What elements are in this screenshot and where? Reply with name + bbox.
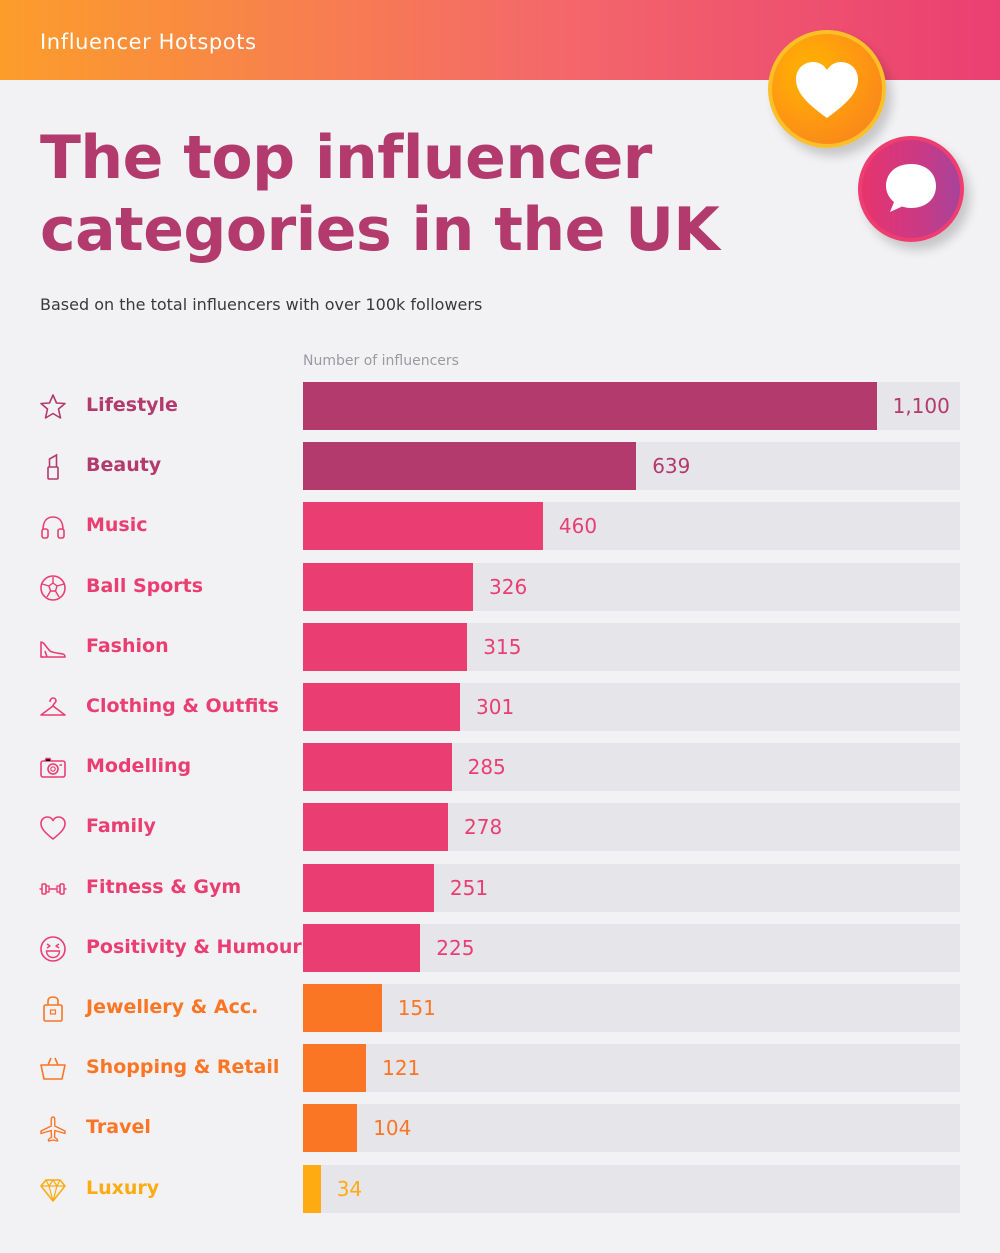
bar-row: Positivity & Humour 225 [0, 923, 1000, 972]
bar [303, 502, 543, 551]
bar-track: 251 [303, 863, 960, 912]
star-icon [38, 392, 68, 422]
bar-track: 225 [303, 923, 960, 972]
bar-row: Family 278 [0, 803, 1000, 852]
bar-track: 301 [303, 683, 960, 731]
camera-icon [38, 753, 68, 783]
dumbbell-icon [38, 874, 68, 904]
value-label: 151 [397, 996, 436, 1020]
bar-row: Clothing & Outfits 301 [0, 683, 1000, 731]
lipstick-icon [38, 452, 68, 482]
value-label: 1,100 [892, 394, 950, 418]
bar-track: 151 [303, 984, 960, 1032]
value-label: 301 [476, 695, 515, 719]
axis-label: Number of influencers [303, 353, 459, 369]
bar [303, 683, 460, 731]
bar-row: Music 460 [0, 502, 1000, 551]
value-label: 121 [382, 1056, 421, 1081]
high-heel-icon [38, 633, 68, 663]
category-label: Clothing & Outfits [86, 695, 279, 717]
value-label: 104 [373, 1116, 412, 1141]
bar-track: 1,100 [303, 382, 960, 430]
category-label: Fashion [86, 634, 169, 657]
category-label: Family [86, 815, 156, 838]
value-label: 460 [558, 514, 598, 539]
bar-row: Beauty 639 [0, 442, 1000, 491]
chat-badge [858, 136, 964, 242]
value-label: 225 [436, 935, 475, 960]
bar-row: Luxury 34 [0, 1164, 1000, 1213]
value-label: 285 [467, 755, 506, 780]
bar-row: Lifestyle 1,100 [0, 382, 1000, 430]
category-label: Fitness & Gym [86, 875, 242, 898]
category-label: Travel [86, 1116, 151, 1139]
football-icon [38, 573, 68, 603]
bar [303, 622, 468, 671]
heart-icon [796, 62, 858, 118]
value-label: 326 [489, 574, 528, 599]
bar-row: Ball Sports 326 [0, 562, 1000, 611]
bar-row: Fashion 315 [0, 622, 1000, 671]
bar [303, 803, 448, 852]
value-label: 34 [336, 1176, 363, 1201]
bar-track: 34 [303, 1164, 960, 1213]
bar-row: Fitness & Gym 251 [0, 863, 1000, 912]
category-label: Beauty [86, 454, 162, 477]
bar-track: 326 [303, 562, 960, 611]
chat-bubble-icon [886, 164, 936, 212]
value-label: 315 [483, 634, 522, 659]
bar-track: 285 [303, 743, 960, 792]
handbag-icon [38, 994, 68, 1024]
category-label: Ball Sports [86, 574, 204, 597]
bar [303, 923, 421, 972]
bar [303, 562, 473, 611]
bar [303, 442, 637, 491]
bar-track: 315 [303, 622, 960, 671]
category-label: Lifestyle [86, 394, 178, 416]
laughing-face-icon [38, 934, 68, 964]
bar-row: Modelling 285 [0, 743, 1000, 792]
bar-row: Shopping & Retail 121 [0, 1044, 1000, 1093]
bar [303, 743, 452, 792]
diamond-icon [38, 1175, 68, 1205]
basket-icon [38, 1054, 68, 1084]
bar-row: Jewellery & Acc. 151 [0, 984, 1000, 1032]
bar-track: 278 [303, 803, 960, 852]
bar [303, 984, 382, 1032]
bar-track: 460 [303, 502, 960, 551]
heart-badge [768, 30, 886, 148]
category-label: Positivity & Humour [86, 935, 302, 958]
heart-outline-icon [38, 813, 68, 843]
hanger-icon [38, 693, 68, 723]
value-label: 278 [464, 815, 503, 840]
value-label: 639 [652, 454, 691, 479]
category-label: Luxury [86, 1176, 160, 1199]
bar-track: 639 [303, 442, 960, 491]
airplane-icon [38, 1114, 68, 1144]
bar [303, 1044, 367, 1093]
bar-track: 104 [303, 1104, 960, 1153]
bar [303, 1164, 321, 1213]
bar [303, 382, 877, 430]
category-label: Jewellery & Acc. [86, 996, 259, 1018]
headphones-icon [38, 512, 68, 542]
bar-track: 121 [303, 1044, 960, 1093]
bar-row: Travel 104 [0, 1104, 1000, 1153]
category-label: Shopping & Retail [86, 1056, 280, 1079]
chart-title: The top influencer categories in the UK [40, 123, 720, 265]
bar [303, 863, 434, 912]
value-label: 251 [449, 875, 489, 900]
category-label: Music [86, 514, 148, 537]
chart-subtitle: Based on the total influencers with over… [40, 295, 483, 314]
brand-title: Influencer Hotspots [40, 30, 257, 54]
category-label: Modelling [86, 755, 192, 778]
bar [303, 1104, 358, 1153]
